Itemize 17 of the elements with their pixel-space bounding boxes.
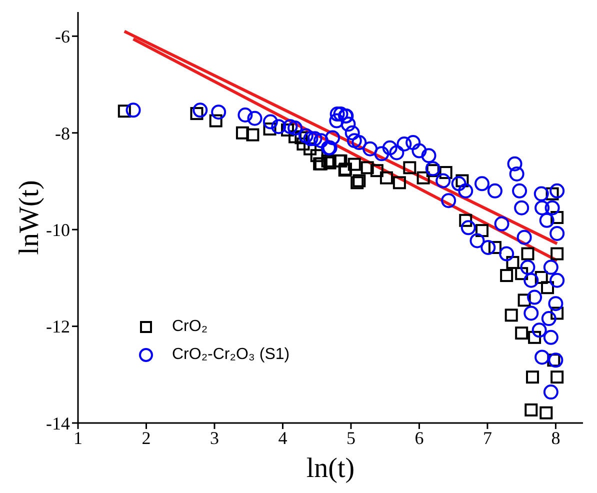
x-tick-label: 6 bbox=[414, 428, 424, 448]
legend-label: CrO₂-Cr₂O₃ (S1) bbox=[172, 346, 290, 364]
y-tick-label: -14 bbox=[46, 413, 70, 434]
x-tick-label: 8 bbox=[551, 428, 560, 448]
x-axis-title: ln(t) bbox=[306, 453, 355, 484]
y-tick-label: -10 bbox=[46, 220, 70, 240]
x-tick-label: 5 bbox=[346, 428, 356, 448]
x-tick-label: 7 bbox=[482, 428, 492, 448]
x-tick-label: 4 bbox=[278, 428, 288, 448]
x-tick-label: 3 bbox=[210, 428, 219, 448]
x-tick-label: 1 bbox=[74, 428, 82, 448]
y-tick-label: -12 bbox=[46, 316, 70, 337]
y-tick-label: -6 bbox=[55, 26, 70, 47]
x-tick-label: 2 bbox=[142, 428, 151, 448]
legend-label: CrO₂ bbox=[172, 318, 208, 336]
y-axis-title: lnW(t) bbox=[14, 180, 45, 255]
y-tick-label: -8 bbox=[55, 123, 70, 144]
